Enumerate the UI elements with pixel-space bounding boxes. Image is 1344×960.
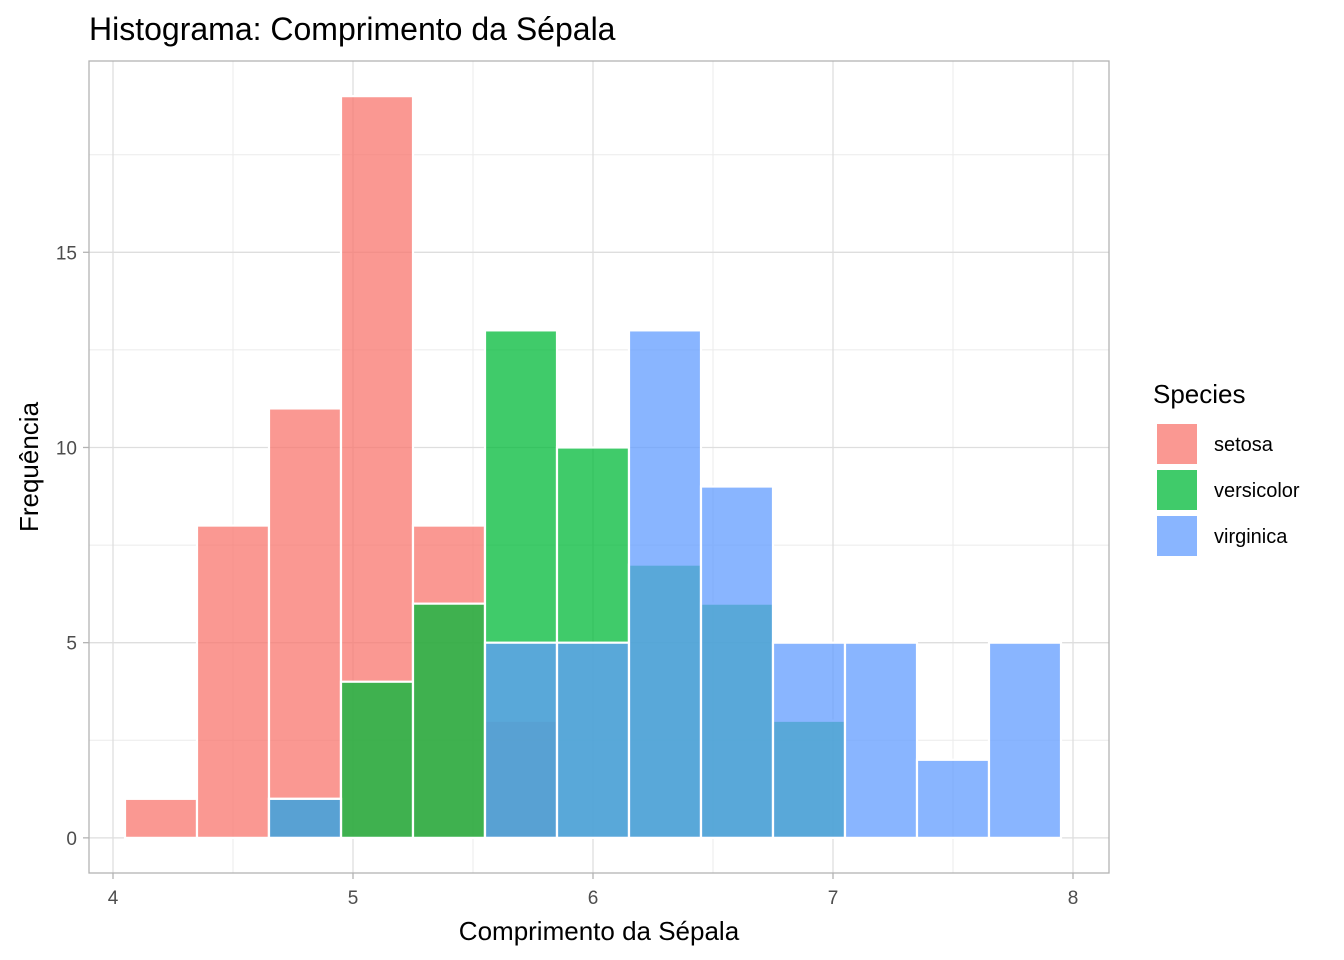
x-tick-label: 4	[108, 888, 119, 909]
y-tick-label: 10	[56, 438, 77, 459]
x-tick-label: 7	[828, 888, 839, 909]
y-tick-label: 0	[66, 829, 77, 850]
bar-versicolor	[339, 680, 415, 839]
bar-setosa	[123, 797, 199, 839]
legend-key-versicolor	[1157, 470, 1197, 510]
panel-border	[88, 60, 1110, 874]
legend-key-virginica	[1157, 516, 1197, 556]
chart-title: Histograma: Comprimento da Sépala	[89, 11, 616, 47]
bar-virginica	[915, 758, 991, 839]
legend-label-virginica: virginica	[1214, 526, 1288, 548]
legend: Species setosa versicolor virginica	[1153, 379, 1300, 556]
y-tick-label: 5	[66, 634, 77, 655]
legend-title: Species	[1153, 379, 1246, 409]
bar-virginica	[483, 641, 559, 839]
bar-setosa	[267, 407, 343, 839]
bar-virginica	[771, 641, 847, 839]
legend-label-setosa: setosa	[1214, 434, 1274, 456]
bar-virginica	[843, 641, 919, 839]
bar-setosa	[195, 524, 271, 839]
bar-virginica	[987, 641, 1063, 839]
bar-virginica	[267, 797, 343, 839]
y-axis: 0 5 10 15	[56, 243, 89, 850]
x-tick-label: 6	[588, 888, 599, 909]
x-tick-label: 8	[1068, 888, 1079, 909]
series-virginica	[267, 329, 1063, 839]
legend-label-versicolor: versicolor	[1214, 480, 1300, 502]
y-axis-title: Frequência	[14, 401, 44, 532]
x-tick-label: 5	[348, 888, 359, 909]
x-axis: 4 5 6 7 8	[108, 873, 1079, 909]
y-tick-label: 15	[56, 243, 77, 264]
bar-versicolor	[411, 602, 487, 839]
legend-key-setosa	[1157, 424, 1197, 464]
bar-virginica	[555, 641, 631, 839]
bar-virginica	[627, 329, 703, 839]
histogram-bars	[123, 95, 1063, 839]
x-axis-title: Comprimento da Sépala	[459, 916, 740, 946]
bar-virginica	[699, 485, 775, 839]
